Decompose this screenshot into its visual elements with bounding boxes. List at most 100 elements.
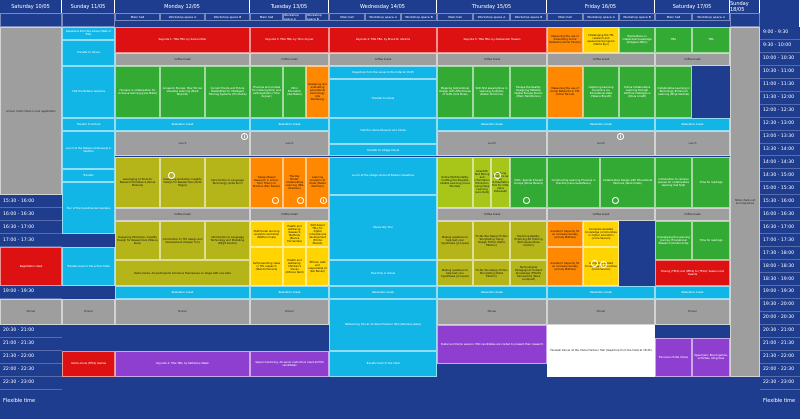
session-block[interactable]: Registration desk <box>0 247 62 286</box>
session-block[interactable]: Learning Analytics as an Orchestration T… <box>491 156 510 209</box>
session-block[interactable]: Designing Workshop: Insights Design for … <box>115 221 160 261</box>
session-block[interactable]: Capturing Learning Dynamics via Educatio… <box>583 65 619 118</box>
session-block[interactable]: Relaxation break <box>547 286 655 299</box>
session-block[interactable]: Challenging the TEL research and assessm… <box>583 27 619 53</box>
session-block[interactable]: Farewell Dinner at the Ulsoia Harbour Ha… <box>547 324 655 377</box>
session-block[interactable]: Transfer back to the school hotel <box>62 247 115 286</box>
session-block[interactable]: The Pay Model: Collaborative Learning (M… <box>283 156 306 209</box>
session-block[interactable]: Collaborative Design with Educational Pa… <box>600 156 655 209</box>
session-block[interactable]: Transfer to Venue <box>62 39 115 66</box>
session-block[interactable]: Tic-Tac-Toe Design Fiction Storytelling:… <box>473 221 510 261</box>
session-block[interactable]: Excursion Hotel Ulsoia <box>655 337 692 377</box>
session-block[interactable]: Lunch at the Ateliers Ockkuvarja in Vest… <box>62 130 115 170</box>
session-block[interactable]: Lunch <box>547 130 655 157</box>
session-block[interactable]: Health and wellbeing: Research Methods (… <box>283 221 306 248</box>
session-block[interactable]: Health and wellbeing: Children's Voices … <box>283 247 306 286</box>
session-block[interactable]: Current Trends and Future Possibilities … <box>205 65 250 118</box>
session-block[interactable]: Departure from the venue (Walk or ETA) <box>62 27 115 40</box>
session-block[interactable]: Keynote 4: Title TBA, by Bruce M. Abrams <box>329 27 437 53</box>
session-block[interactable]: Transfer <box>62 169 115 183</box>
session-block[interactable]: Academic Capacity for an Inclusive Socie… <box>547 247 583 286</box>
session-block[interactable]: Introduction to Language Technology (Lid… <box>205 156 250 209</box>
session-block[interactable]: Lunch at the village Ulvoia at Eastern G… <box>329 156 437 196</box>
session-block[interactable]: Technological Pedagogical Content Knowle… <box>510 260 547 286</box>
session-block[interactable]: Unwrapping the Learning Journey: Educati… <box>655 221 692 261</box>
session-block[interactable]: Departure from the venue to the hotel at… <box>329 65 437 79</box>
session-block[interactable]: Introduction to campus spaces for collab… <box>655 156 692 209</box>
session-block[interactable]: Speed jam: Board games, activities, AR g… <box>692 337 730 377</box>
session-block[interactable]: Visit the Ulsoia Museum and Ulvoia <box>329 117 437 144</box>
session-block[interactable]: XR in Education (Ilse Bader) <box>283 65 306 118</box>
session-block[interactable]: Relaxation break <box>115 117 250 131</box>
session-block[interactable]: Mapping Instructional Design with Afford… <box>437 65 473 118</box>
session-block[interactable]: Dinner <box>0 298 62 325</box>
session-block[interactable]: SLM-based TELs for digital competences d… <box>306 221 329 248</box>
session-block[interactable]: Dinner <box>115 298 250 325</box>
session-block[interactable]: Multimodal learning analytics workshop (… <box>250 221 283 248</box>
session-block[interactable]: Online Collaborative Learning through Ar… <box>619 65 655 118</box>
session-block[interactable]: Dinner <box>250 298 329 325</box>
session-block[interactable]: Computer-assisted knowledge communities … <box>583 221 619 248</box>
session-block[interactable]: Making questions to help test your hypot… <box>437 260 473 286</box>
session-block[interactable]: Coffee break <box>329 52 437 66</box>
session-block[interactable]: Transfer to lecture <box>62 117 115 131</box>
session-block[interactable]: Constructing Learning Theories in Practi… <box>547 156 600 209</box>
session-block[interactable]: Dinner <box>547 298 655 325</box>
session-block[interactable]: Relaxation break <box>250 286 329 299</box>
session-block[interactable]: TBA <box>692 27 730 53</box>
session-block[interactable]: Relaxation break <box>250 117 329 131</box>
session-block[interactable]: Get-to-know (TELS) Games <box>62 350 115 377</box>
session-block[interactable]: Lunch <box>437 130 547 157</box>
session-block[interactable]: Scientific Text Mining and Information E… <box>473 156 491 209</box>
session-block[interactable]: TBA <box>655 27 692 53</box>
session-block[interactable]: Exploring Reality: Exploring XR Tutoring… <box>510 221 547 261</box>
session-block[interactable]: Dinner <box>655 298 730 325</box>
session-block[interactable]: Dinner <box>62 298 115 325</box>
session-block[interactable]: Coffee break <box>115 52 250 66</box>
session-block[interactable]: Relaxation break <box>655 117 730 131</box>
session-block[interactable]: Dinner <box>437 298 547 325</box>
session-block[interactable]: Introduction to TEL design and developme… <box>160 221 205 261</box>
session-block[interactable]: Coffee break <box>547 208 655 222</box>
session-block[interactable]: Coffee break <box>437 52 547 66</box>
session-block[interactable]: Relaxation break <box>437 286 547 299</box>
session-block[interactable]: Academic Capacity for an Inclusive Socie… <box>547 221 583 248</box>
session-block[interactable]: Time for readings <box>692 156 730 209</box>
session-block[interactable]: Relaxation break <box>115 286 250 299</box>
session-block[interactable]: Humans in collaboration for inclusive le… <box>115 65 160 118</box>
session-block[interactable]: Coffee break <box>437 208 547 222</box>
session-block[interactable]: Transfer back to the hotel <box>329 350 437 377</box>
session-block[interactable]: Networking Dinner at Ulsoia Harbour Hall… <box>329 298 437 351</box>
session-block[interactable]: Keynote 5: Title TBA, by Aleksander Huss… <box>437 27 547 53</box>
session-block[interactable]: Relaxation break <box>437 117 547 131</box>
session-block[interactable]: Designing and evaluating educational tec… <box>306 65 329 118</box>
session-block[interactable]: Poster and Demo session: PhD candidates … <box>437 324 547 364</box>
session-block[interactable]: Ulvoia City Tour <box>329 195 437 261</box>
session-block[interactable]: Tic-Tac-Toe Design Fiction Storytelling … <box>473 260 510 286</box>
session-block[interactable]: Coffee break <box>655 208 730 222</box>
session-block[interactable]: Relaxation break <box>547 117 655 131</box>
session-block[interactable]: Access to Europe: How VR can Visualise L… <box>160 65 205 118</box>
session-block[interactable]: Self-presenting ideas in TEL research (W… <box>250 247 283 286</box>
session-block[interactable]: Coffee break <box>655 52 730 66</box>
session-block[interactable]: Free time in Ulsoia <box>329 260 437 286</box>
session-block[interactable]: Theories and models for metacognition an… <box>250 65 283 118</box>
session-block[interactable]: Radio backs: All participants introduce … <box>115 260 250 286</box>
session-block[interactable]: Keynote 1: Title TBA, by Sanne Diller <box>115 27 250 53</box>
session-block[interactable]: Coffee break <box>250 52 329 66</box>
session-block[interactable]: Lunch <box>115 130 250 157</box>
session-block[interactable]: Coffee break <box>115 208 250 222</box>
session-block[interactable]: Relaxation break <box>655 286 730 299</box>
session-block[interactable]: Ethical, safe and responsible AI (Kai Ba… <box>306 247 329 286</box>
session-block[interactable]: Making questions to help test your hypot… <box>437 221 473 261</box>
session-block[interactable]: CSCL: Special Interest Groups (Mona Pere… <box>510 156 547 209</box>
session-block[interactable]: Collaborative Learning in Technology Enh… <box>655 65 692 118</box>
session-block[interactable]: Transfer to Ulsoia <box>329 78 437 118</box>
session-block[interactable]: Arrival, hotel check-in and registration <box>0 27 62 196</box>
session-block[interactable]: Leveraging AI Tools for Research Excelle… <box>115 156 160 209</box>
session-block[interactable]: Time for readings <box>692 221 730 261</box>
session-block[interactable]: Coffee break <box>250 208 329 222</box>
session-block[interactable]: Hotel check-out and departure <box>730 27 760 377</box>
session-block[interactable]: Closing (TELS) and (PELS) to (TELS): Ses… <box>655 260 730 286</box>
session-block[interactable]: Keynote 2: Title TBA, by Katherine Webb <box>115 350 250 377</box>
